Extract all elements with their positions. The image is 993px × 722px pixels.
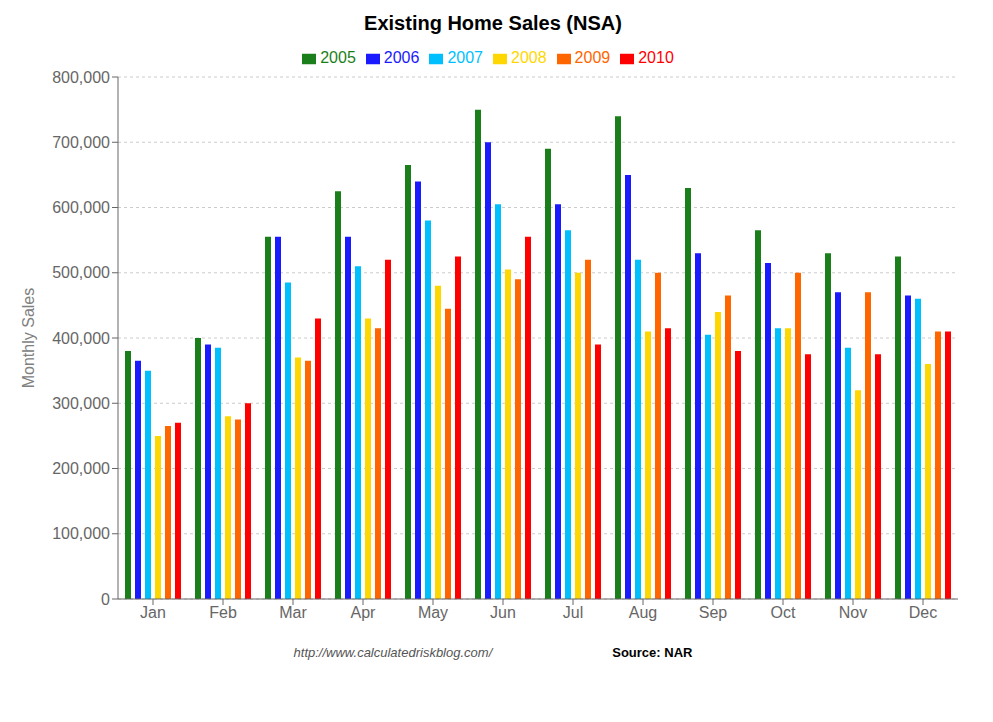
svg-text:Sep: Sep — [699, 604, 728, 621]
html-text:Existing Home Sales (NSA): Existing Home Sales (NSA) — [364, 12, 622, 34]
svg-text:May: May — [418, 604, 448, 621]
svg-text:300,000: 300,000 — [52, 395, 110, 412]
html-text:2006: 2006 — [383, 49, 420, 66]
svg-text:Nov: Nov — [839, 604, 867, 621]
html-text:2009: 2009 — [574, 49, 611, 66]
svg-text:0: 0 — [101, 591, 110, 608]
svg-text:Apr: Apr — [351, 604, 377, 621]
svg-text:600,000: 600,000 — [52, 199, 110, 216]
svg-text:Oct: Oct — [771, 604, 796, 621]
svg-text:Feb: Feb — [209, 604, 237, 621]
svg-text:Jun: Jun — [490, 604, 516, 621]
html-text:2007: 2007 — [447, 49, 483, 66]
html-text:2010: 2010 — [638, 49, 674, 66]
html-text:2008: 2008 — [511, 49, 547, 66]
html-text:http://www.calculatedriskblog.: http://www.calculatedriskblog.com/ — [293, 645, 493, 660]
svg-text:100,000: 100,000 — [52, 525, 110, 542]
svg-text:500,000: 500,000 — [52, 264, 110, 281]
svg-text:700,000: 700,000 — [52, 134, 110, 151]
svg-text:200,000: 200,000 — [52, 460, 110, 477]
svg-text:Jul: Jul — [563, 604, 583, 621]
svg-text:Monthly Sales: Monthly Sales — [20, 288, 37, 389]
svg-text:Mar: Mar — [279, 604, 307, 621]
svg-text:Dec: Dec — [909, 604, 937, 621]
svg-text:800,000: 800,000 — [52, 69, 110, 86]
svg-text:400,000: 400,000 — [52, 330, 110, 347]
svg-text:Aug: Aug — [629, 604, 657, 621]
html-text:Source: NAR: Source: NAR — [612, 645, 693, 660]
html-text:2005: 2005 — [320, 49, 356, 66]
svg-text:Jan: Jan — [140, 604, 166, 621]
